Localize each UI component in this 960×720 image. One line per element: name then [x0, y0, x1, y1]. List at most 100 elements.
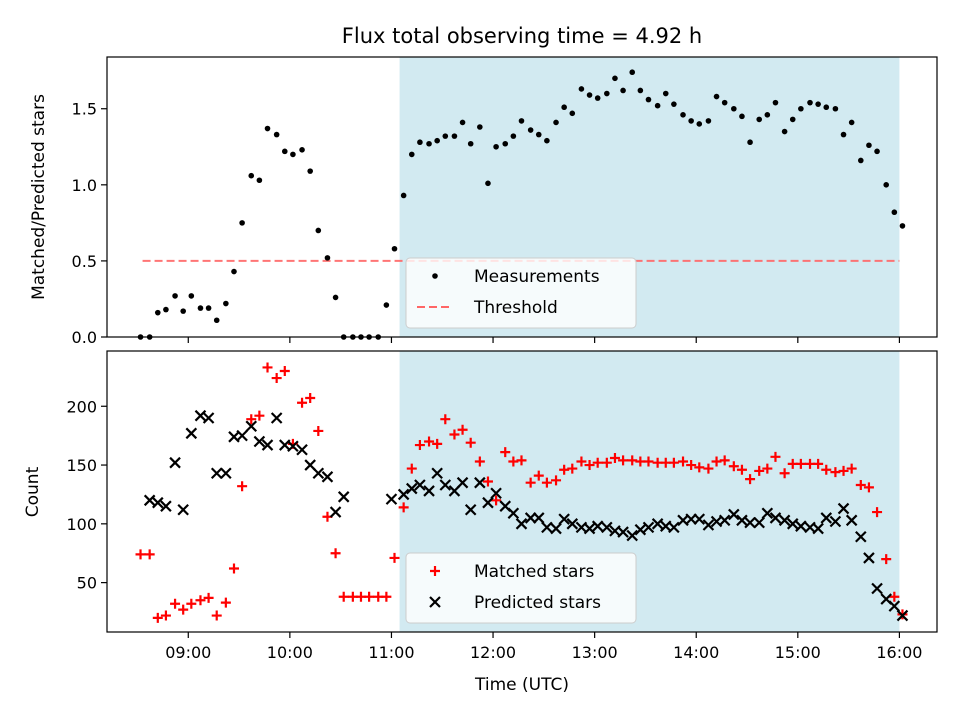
measurement-point [264, 125, 271, 132]
predicted-star-point [482, 496, 494, 509]
matched-star-point [609, 452, 620, 463]
measurement-point [756, 116, 763, 123]
matched-star-point [567, 463, 578, 474]
matched-star-point [482, 476, 493, 487]
matched-star-point [389, 552, 400, 563]
predicted-star-point [702, 519, 715, 531]
predicted-star-point [896, 609, 909, 622]
matched-star-point [846, 463, 857, 474]
measurement-point [688, 118, 694, 124]
measurement-point [493, 143, 499, 150]
predicted-star-point [321, 471, 334, 483]
predicted-star-point [795, 520, 807, 532]
matched-star-point [424, 436, 435, 447]
predicted-star-point [532, 512, 545, 524]
measurement-point [891, 209, 898, 216]
matched-star-point [618, 455, 629, 466]
measurement-point [883, 182, 890, 188]
matched-star-point [152, 612, 163, 623]
legend: Measurements Threshold [405, 257, 637, 329]
predicted-star-point [871, 582, 883, 595]
matched-star-point [601, 457, 612, 468]
measurement-point [662, 90, 669, 97]
matched-star-point [457, 424, 468, 435]
matched-star-point [592, 457, 603, 468]
measurement-point [426, 140, 432, 147]
measurement-point [645, 96, 652, 103]
predicted-star-point [626, 529, 639, 542]
matched-star-point [745, 474, 756, 485]
matched-star-point [533, 470, 544, 481]
measurement-point [154, 309, 161, 316]
predicted-star-point [270, 412, 283, 424]
measurement-point [477, 124, 483, 130]
y-tick-label: 1.0 [72, 176, 97, 195]
predicted-star-point [736, 514, 748, 527]
predicted-star-point [439, 479, 452, 491]
measurement-point [451, 133, 458, 139]
matched-star-point [795, 458, 806, 469]
matched-star-point [398, 502, 409, 513]
y-axis-label-count: Count [23, 466, 43, 517]
predicted-star-point [550, 522, 562, 535]
predicted-star-point [296, 443, 308, 456]
measurement-point [231, 268, 237, 275]
predicted-star-point [837, 502, 850, 515]
measurement-point [832, 105, 839, 112]
matched-star-point [246, 414, 257, 425]
measurement-point [705, 118, 712, 124]
matched-star-point [872, 507, 883, 518]
predicted-star-point [236, 429, 248, 442]
matched-star-point [195, 595, 206, 606]
top-panel-matched-predicted-ratio: 0.0 0.5 1.0 1.5 Measurements Threshold [72, 56, 938, 347]
matched-star-point [694, 462, 705, 473]
matched-star-point [770, 451, 781, 462]
series-measurements [137, 69, 906, 340]
predicted-star-point [668, 521, 680, 534]
predicted-star-point [490, 487, 502, 500]
measurement-point [518, 118, 525, 124]
measurement-point [544, 137, 550, 144]
measurement-point [467, 140, 474, 147]
legend-box [405, 257, 637, 329]
measurement-point [815, 101, 821, 107]
measurement-point [874, 148, 880, 155]
measurement-point [823, 104, 830, 111]
x-tick-label: 15:00 [775, 643, 821, 662]
predicted-star-point [761, 507, 774, 520]
legend-label: Threshold [473, 298, 558, 318]
predicted-star-point [194, 409, 207, 422]
predicted-star-point [312, 467, 325, 480]
matched-star-point [889, 591, 900, 602]
legend-label: Matched stars [474, 562, 594, 582]
measurement-point [848, 119, 855, 126]
predicted-star-point [744, 516, 756, 529]
predicted-star-point [152, 496, 164, 509]
matched-star-point [170, 598, 181, 609]
matched-star-point [500, 447, 511, 458]
predicted-star-point [329, 506, 342, 518]
matched-star-point [881, 554, 892, 565]
measurement-point [764, 112, 771, 118]
matched-star-point [551, 475, 562, 486]
x-tick-label: 16:00 [876, 643, 922, 662]
measurement-point [408, 151, 415, 158]
predicted-star-point [337, 491, 350, 503]
predicted-star-point [177, 503, 189, 516]
measurement-point [807, 99, 813, 106]
measurement-point [205, 305, 212, 311]
predicted-star-point [566, 518, 579, 530]
matched-star-point [508, 456, 519, 467]
predicted-star-point [642, 521, 655, 534]
measurement-point [197, 305, 204, 311]
legend: Matched stars Predicted stars [405, 552, 637, 624]
predicted-star-point [601, 521, 613, 534]
measurement-point [789, 116, 796, 123]
matched-star-point [254, 410, 265, 421]
measurement-point [680, 112, 686, 118]
measurement-point [281, 148, 288, 155]
measurement-point [772, 99, 779, 106]
measurement-point [721, 99, 728, 106]
legend-label: Measurements [474, 267, 600, 287]
predicted-star-point [829, 515, 842, 528]
